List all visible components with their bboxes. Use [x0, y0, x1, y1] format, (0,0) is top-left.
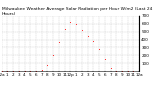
Text: Milwaukee Weather Average Solar Radiation per Hour W/m2 (Last 24 Hours): Milwaukee Weather Average Solar Radiatio… — [2, 7, 152, 16]
